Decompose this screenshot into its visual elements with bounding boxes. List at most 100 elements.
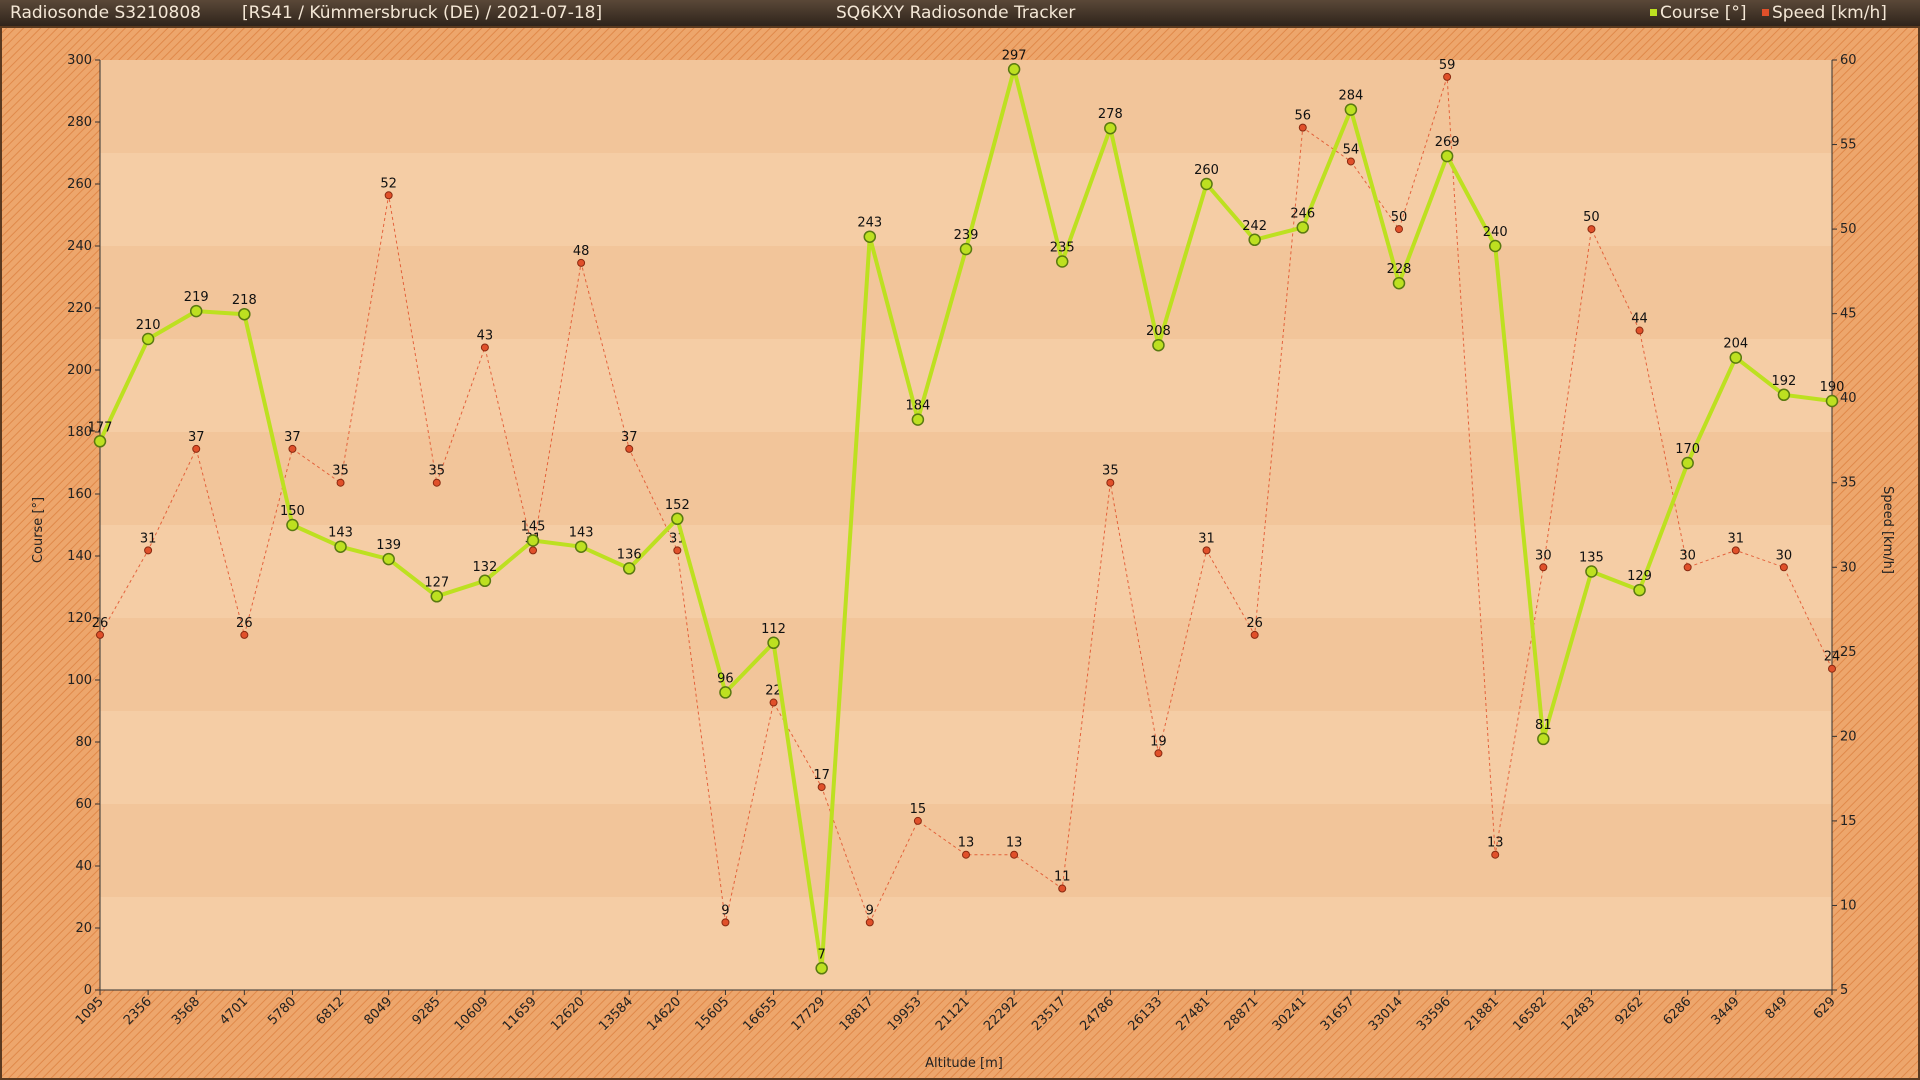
y2-tick-label: 5 [1840, 983, 1848, 998]
course-point [1055, 255, 1069, 268]
y2-tick-label: 25 [1840, 645, 1857, 660]
course-data-label: 239 [954, 228, 979, 243]
course-legend-swatch [1650, 9, 1657, 16]
course-point [959, 242, 973, 256]
course-data-label: 243 [857, 216, 882, 231]
course-data-label: 192 [1771, 374, 1796, 389]
speed-point [1779, 563, 1788, 572]
course-point [382, 552, 395, 566]
speed-data-label: 30 [1679, 548, 1696, 563]
y-tick-label: 240 [67, 239, 92, 254]
course-point [1681, 456, 1694, 470]
plot-band [100, 928, 1832, 959]
plot-band [100, 339, 1832, 370]
course-data-label: 127 [424, 575, 449, 590]
course-point [1200, 177, 1213, 191]
speed-data-label: 31 [140, 531, 157, 546]
plot-band [100, 866, 1832, 897]
course-point [622, 562, 636, 575]
speed-data-label: 31 [1728, 531, 1745, 546]
speed-data-label: 35 [332, 464, 349, 479]
y-tick-label: 300 [67, 53, 92, 68]
sonde-info: [RS41 / Kümmersbruck (DE) / 2021-07-18] [242, 3, 603, 23]
course-data-label: 269 [1435, 135, 1460, 150]
speed-data-label: 37 [284, 430, 301, 445]
course-point [1007, 63, 1021, 76]
legend-speed-label: Speed [km/h] [1772, 3, 1887, 23]
y2-tick-label: 30 [1840, 560, 1857, 575]
plot-band [100, 587, 1832, 618]
speed-data-label: 43 [477, 328, 494, 343]
speed-data-label: 11 [1054, 870, 1071, 885]
course-data-label: 260 [1194, 163, 1219, 178]
course-point [238, 307, 251, 321]
course-point [1344, 103, 1358, 116]
y2-tick-label: 35 [1840, 476, 1857, 491]
y-tick-label: 180 [67, 425, 92, 440]
course-data-label: 246 [1290, 206, 1315, 221]
course-point [1248, 233, 1261, 247]
y2-tick-label: 60 [1840, 53, 1857, 68]
y-tick-label: 20 [75, 921, 92, 936]
course-data-label: 96 [717, 671, 734, 686]
plot-band [100, 556, 1832, 587]
course-data-label: 228 [1387, 262, 1412, 277]
course-data-label: 143 [569, 526, 594, 541]
y2-tick-label: 40 [1840, 391, 1857, 406]
course-point [863, 230, 877, 243]
course-point [1825, 394, 1839, 408]
course-point [1633, 583, 1646, 597]
speed-point [1010, 850, 1019, 859]
speed-data-label: 15 [910, 802, 927, 817]
speed-point [1828, 664, 1836, 673]
speed-point [240, 630, 249, 639]
course-data-label: 7 [818, 947, 826, 962]
speed-point [673, 546, 682, 555]
plot-band [100, 370, 1832, 401]
speed-point [288, 444, 297, 453]
course-point [815, 962, 828, 975]
app-title: SQ6KXY Radiosonde Tracker [836, 3, 1076, 23]
plot-band [100, 91, 1832, 122]
y-tick-label: 140 [67, 549, 92, 564]
course-data-label: 112 [761, 622, 786, 637]
course-data-label: 139 [376, 538, 401, 553]
plot-band [100, 773, 1832, 804]
speed-data-label: 54 [1343, 142, 1360, 157]
y-axis-title: Course [°] [31, 497, 46, 563]
plot-band [100, 215, 1832, 246]
y2-tick-label: 45 [1840, 307, 1857, 322]
speed-point [625, 444, 634, 453]
speed-data-label: 30 [1776, 548, 1793, 563]
speed-data-label: 13 [1006, 836, 1023, 851]
y-tick-label: 200 [67, 363, 92, 378]
course-data-label: 177 [88, 420, 113, 435]
speed-point [336, 478, 345, 487]
speed-data-label: 48 [573, 244, 590, 259]
y-tick-label: 160 [67, 487, 92, 502]
chart-frame [0, 26, 1920, 1080]
course-data-label: 190 [1820, 380, 1845, 395]
speed-point [1250, 630, 1259, 639]
speed-data-label: 37 [621, 430, 638, 445]
plot-band [100, 897, 1832, 928]
speed-point [529, 546, 537, 555]
course-point [1104, 121, 1117, 135]
speed-point [1491, 850, 1500, 859]
plot-band [100, 401, 1832, 432]
course-point [1777, 388, 1791, 402]
speed-data-label: 35 [1102, 464, 1119, 479]
course-point [1392, 276, 1406, 290]
plot-band [100, 184, 1832, 215]
plot-band [100, 959, 1832, 990]
y2-tick-label: 50 [1840, 222, 1857, 237]
course-point [286, 518, 299, 532]
course-point [1537, 732, 1550, 746]
course-data-label: 242 [1242, 219, 1267, 234]
course-point [478, 574, 492, 588]
speed-data-label: 52 [380, 176, 397, 191]
y-tick-label: 120 [67, 611, 92, 626]
y-tick-label: 220 [67, 301, 92, 316]
y-tick-label: 80 [75, 735, 92, 750]
course-point [93, 435, 107, 448]
